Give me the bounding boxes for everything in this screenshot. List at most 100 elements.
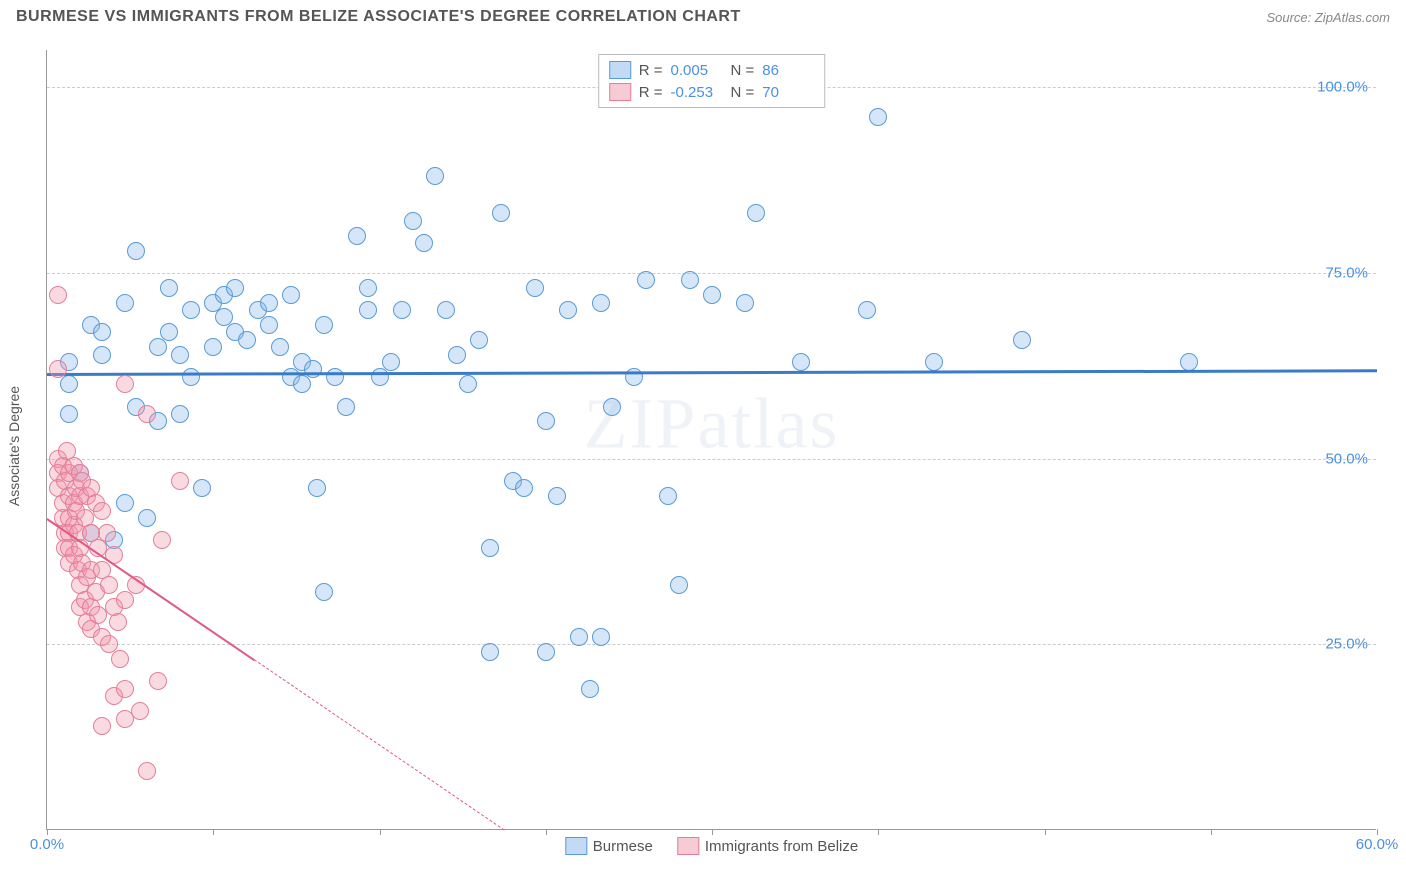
data-point (747, 204, 765, 222)
data-point (481, 643, 499, 661)
data-point (371, 368, 389, 386)
data-point (570, 628, 588, 646)
gridline (47, 273, 1376, 274)
legend-row-belize: R = -0.253 N = 70 (609, 81, 815, 103)
x-tick (1211, 829, 1212, 835)
data-point (100, 576, 118, 594)
data-point (116, 494, 134, 512)
data-point (116, 591, 134, 609)
data-point (304, 360, 322, 378)
data-point (260, 316, 278, 334)
chart-title: BURMESE VS IMMIGRANTS FROM BELIZE ASSOCI… (16, 8, 741, 26)
data-point (60, 405, 78, 423)
data-point (393, 301, 411, 319)
data-point (459, 375, 477, 393)
data-point (1180, 353, 1198, 371)
data-point (592, 294, 610, 312)
data-point (448, 346, 466, 364)
data-point (160, 323, 178, 341)
legend-label: Immigrants from Belize (705, 838, 858, 855)
data-point (308, 479, 326, 497)
y-tick-label: 100.0% (1317, 79, 1368, 96)
x-tick (213, 829, 214, 835)
data-point (925, 353, 943, 371)
data-point (182, 301, 200, 319)
data-point (193, 479, 211, 497)
data-point (149, 338, 167, 356)
n-value: 86 (762, 62, 814, 79)
x-tick (546, 829, 547, 835)
data-point (792, 353, 810, 371)
data-point (515, 479, 533, 497)
data-point (548, 487, 566, 505)
y-axis-title: Associate's Degree (6, 386, 22, 506)
data-point (138, 405, 156, 423)
x-tick (712, 829, 713, 835)
data-point (426, 167, 444, 185)
data-point (470, 331, 488, 349)
data-point (93, 323, 111, 341)
data-point (293, 375, 311, 393)
data-point (404, 212, 422, 230)
x-tick (1377, 829, 1378, 835)
data-point (60, 375, 78, 393)
data-point (116, 680, 134, 698)
data-point (326, 368, 344, 386)
data-point (537, 412, 555, 430)
data-point (359, 301, 377, 319)
x-tick (380, 829, 381, 835)
n-value: 70 (762, 84, 814, 101)
data-point (160, 279, 178, 297)
data-point (111, 650, 129, 668)
data-point (526, 279, 544, 297)
r-label: R = (639, 62, 663, 79)
trend-line (47, 369, 1377, 375)
data-point (226, 279, 244, 297)
swatch-icon (677, 837, 699, 855)
data-point (109, 613, 127, 631)
data-point (149, 672, 167, 690)
data-point (537, 643, 555, 661)
scatter-chart: ZIPatlas R = 0.005 N = 86 R = -0.253 N =… (46, 50, 1376, 830)
data-point (681, 271, 699, 289)
data-point (858, 301, 876, 319)
data-point (282, 286, 300, 304)
data-point (171, 472, 189, 490)
x-tick (1045, 829, 1046, 835)
r-value: -0.253 (671, 84, 723, 101)
x-tick (47, 829, 48, 835)
data-point (93, 346, 111, 364)
x-tick (878, 829, 879, 835)
data-point (736, 294, 754, 312)
data-point (603, 398, 621, 416)
x-tick-label: 0.0% (30, 836, 64, 853)
data-point (260, 294, 278, 312)
n-label: N = (731, 84, 755, 101)
r-value: 0.005 (671, 62, 723, 79)
data-point (131, 702, 149, 720)
data-point (869, 108, 887, 126)
series-legend: Burmese Immigrants from Belize (565, 837, 858, 855)
data-point (138, 509, 156, 527)
data-point (415, 234, 433, 252)
data-point (559, 301, 577, 319)
data-point (93, 502, 111, 520)
legend-label: Burmese (593, 838, 653, 855)
gridline (47, 644, 1376, 645)
y-tick-label: 50.0% (1325, 450, 1368, 467)
data-point (492, 204, 510, 222)
y-tick-label: 75.0% (1325, 264, 1368, 281)
data-point (337, 398, 355, 416)
legend-item-burmese: Burmese (565, 837, 653, 855)
data-point (315, 583, 333, 601)
data-point (171, 405, 189, 423)
data-point (315, 316, 333, 334)
data-point (581, 680, 599, 698)
data-point (592, 628, 610, 646)
data-point (116, 294, 134, 312)
x-tick-label: 60.0% (1356, 836, 1399, 853)
source-label: Source: ZipAtlas.com (1266, 10, 1390, 25)
trend-line-dashed (254, 659, 505, 831)
data-point (98, 524, 116, 542)
data-point (703, 286, 721, 304)
